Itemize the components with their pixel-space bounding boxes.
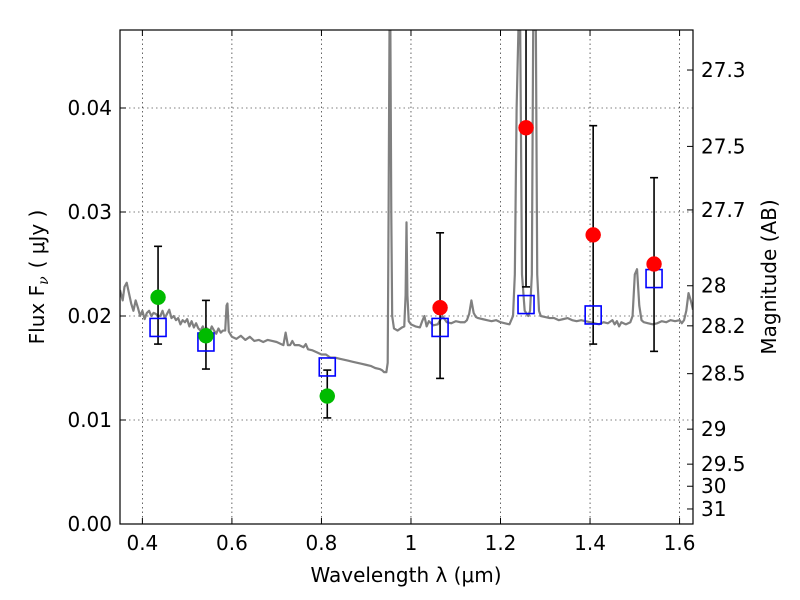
x-tick-label: 0.6 <box>216 531 248 555</box>
observed-point-red <box>585 227 601 243</box>
observed-point-red <box>432 299 448 316</box>
x-tick-label: 1.2 <box>485 531 517 555</box>
x-tick-label: 0.4 <box>126 531 158 555</box>
observed-point-red <box>646 256 662 272</box>
model-photometry-square <box>517 294 535 315</box>
right-tick-label: 29.5 <box>701 452 746 476</box>
y-axis-label-left: Flux Fν ( μJy ) <box>25 210 52 345</box>
y-tick-label: 0.02 <box>67 304 112 328</box>
y-tick-label: 0.00 <box>67 512 112 536</box>
y-tick-label: 0.01 <box>67 408 112 432</box>
model-photometry-square <box>431 317 449 338</box>
right-tick-label: 29 <box>701 417 726 441</box>
tick-layer: 0.4 0.6 0.8 1 1.2 1.4 1.6 0.00 0.01 0.02 0.03 0.04 2… <box>67 30 746 555</box>
x-axis-label: Wavelength λ (μm) <box>310 563 501 587</box>
model-photometry-square <box>318 357 337 377</box>
model-spectrum-line <box>120 30 693 374</box>
y-label-flux: Flux F <box>25 285 49 344</box>
y-axis-label-right: Magnitude (AB) <box>757 199 781 354</box>
right-tick-label: 28.5 <box>701 362 746 386</box>
right-tick-label: 30 <box>701 474 726 498</box>
svg-text:Flux Fν( μJy ): Flux Fν ( μJy ) <box>25 210 52 345</box>
right-tick-label: 27.3 <box>701 58 746 82</box>
grid-layer <box>120 30 693 524</box>
x-tick-label: 1.6 <box>664 531 696 555</box>
x-tick-label: 1.4 <box>574 531 606 555</box>
model-photometry-square <box>149 317 167 338</box>
y-tick-label: 0.04 <box>67 96 112 120</box>
x-tick-label: 0.8 <box>306 531 338 555</box>
plot-frame <box>119 29 694 525</box>
observed-point-green <box>319 388 336 404</box>
right-tick-label: 28 <box>701 274 726 298</box>
right-tick-label: 31 <box>701 497 726 521</box>
marker-layer <box>149 120 663 404</box>
y-label-unit: ( μJy ) <box>25 210 49 269</box>
observed-point-green <box>198 328 214 344</box>
spectrum-layer <box>120 30 693 374</box>
y-label-subscript: ν <box>36 276 52 285</box>
y-tick-label: 0.03 <box>67 200 112 224</box>
observed-point-red <box>518 120 534 136</box>
x-tick-label: 1 <box>405 531 418 555</box>
right-tick-label: 27.5 <box>701 134 746 158</box>
observed-point-green <box>150 289 166 306</box>
model-photometry-square <box>584 305 602 325</box>
right-tick-label: 28.2 <box>701 314 746 338</box>
right-tick-label: 27.7 <box>701 198 746 222</box>
